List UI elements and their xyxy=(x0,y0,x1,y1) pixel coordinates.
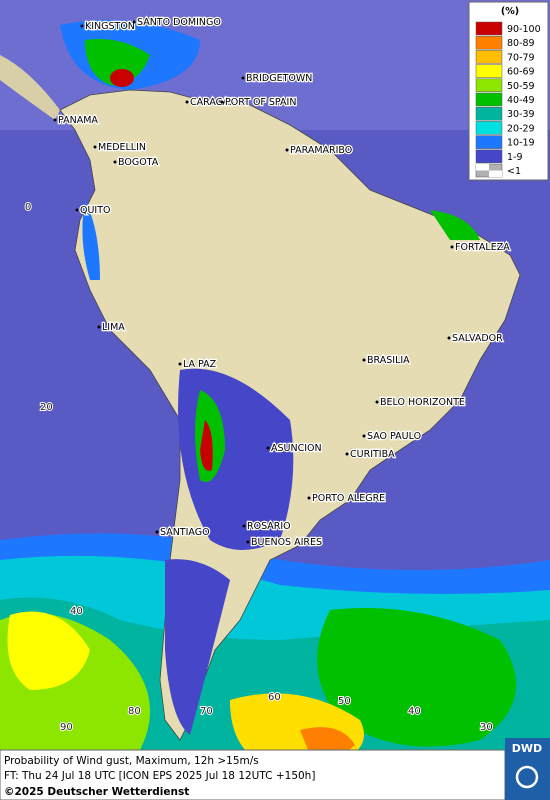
legend-label: 10-19 xyxy=(507,138,535,149)
city-dot xyxy=(132,20,136,24)
city-dot xyxy=(246,540,250,544)
legend-label: 90-100 xyxy=(507,24,541,35)
legend-unit: (%) xyxy=(501,6,519,17)
legend-swatch xyxy=(475,21,503,36)
city-dot xyxy=(220,100,224,104)
city-label: BRIDGETOWN xyxy=(246,73,312,84)
city-label: SALVADOR xyxy=(452,333,503,344)
city-label: PARAMARIBO xyxy=(290,145,352,156)
footer-line: FT: Thu 24 Jul 18 UTC [ICON EPS 2025 Jul… xyxy=(4,770,315,782)
patch-orange xyxy=(300,727,355,757)
legend-label: 1-9 xyxy=(507,152,523,163)
city-label: LIMA xyxy=(102,322,125,333)
legend-label: <1 xyxy=(507,166,521,177)
city-label: SANTIAGO xyxy=(160,527,210,538)
legend-label: 30-39 xyxy=(507,109,535,120)
grid-label: 40 xyxy=(70,606,83,617)
city-label: PORTO ALEGRE xyxy=(312,493,385,504)
city-label: PORT OF SPAIN xyxy=(225,97,296,108)
city-label: LA PAZ xyxy=(183,359,217,370)
city-dot xyxy=(185,100,189,104)
city-label: BUENOS AIRES xyxy=(251,537,322,548)
legend-label: 40-49 xyxy=(507,95,535,106)
legend-label: 20-29 xyxy=(507,123,535,134)
footer-line: ©2025 Deutscher Wetterdienst xyxy=(4,786,189,798)
city-label: QUITO xyxy=(80,205,111,216)
legend-label: 70-79 xyxy=(507,52,535,63)
city-dot xyxy=(307,496,311,500)
precip-andes-red xyxy=(200,420,213,471)
precip-patagonia xyxy=(165,559,230,735)
logo-text: DWD xyxy=(512,742,542,755)
footer-box xyxy=(0,749,506,800)
city-dot xyxy=(285,148,289,152)
city-dot xyxy=(362,358,366,362)
grid-label: 80 xyxy=(128,706,141,717)
city-label: ASUNCION xyxy=(271,443,322,454)
city-label: CURITIBA xyxy=(350,449,395,460)
city-label: KINGSTON xyxy=(85,21,135,32)
carib-green xyxy=(85,39,150,85)
legend-swatch xyxy=(475,121,503,135)
central-america xyxy=(0,55,60,120)
legend-swatch xyxy=(475,92,503,107)
logo-swirl xyxy=(515,765,539,789)
grid-label: 70 xyxy=(200,706,213,717)
legend-label: 60-69 xyxy=(507,67,535,78)
legend-check xyxy=(489,170,502,177)
legend-swatch xyxy=(475,50,503,64)
carib-red xyxy=(110,69,134,87)
grid-label: 30 xyxy=(480,722,493,733)
city-dot xyxy=(113,160,117,164)
city-label: ROSARIO xyxy=(247,521,291,532)
legend-label: 50-59 xyxy=(507,81,535,92)
grid-label: 50 xyxy=(338,696,351,707)
city-label: SANTO DOMINGO xyxy=(137,17,221,28)
city-dot xyxy=(80,24,84,28)
legend-swatch xyxy=(475,78,503,93)
city-dot xyxy=(97,325,101,329)
precip-ecuador xyxy=(82,200,100,280)
city-label: SAO PAULO xyxy=(367,431,421,442)
city-label: PANAMA xyxy=(58,115,98,126)
grid-label: 60 xyxy=(268,692,281,703)
city-dot xyxy=(93,145,97,149)
grid-label: 20 xyxy=(40,402,53,413)
city-dot xyxy=(447,336,451,340)
city-label: BRASILIA xyxy=(367,355,410,366)
city-dot xyxy=(178,362,182,366)
city-dot xyxy=(242,524,246,528)
logo-box xyxy=(505,738,550,800)
city-dot xyxy=(345,452,349,456)
grid-label: 40 xyxy=(408,706,421,717)
city-dot xyxy=(53,118,57,122)
city-dot xyxy=(155,530,159,534)
city-dot xyxy=(241,76,245,80)
city-dot xyxy=(75,208,79,212)
city-label: CARACAS xyxy=(190,97,235,108)
patch-green2 xyxy=(317,608,516,747)
legend-swatch xyxy=(475,135,503,149)
legend-label: 80-89 xyxy=(507,38,535,49)
city-dot xyxy=(362,434,366,438)
city-dot xyxy=(450,245,454,249)
patch-yellow xyxy=(7,611,90,690)
city-label: FORTALEZA xyxy=(455,242,510,253)
legend-swatch xyxy=(475,64,503,78)
city-label: BOGOTA xyxy=(118,157,159,168)
footer-line: Probability of Wind gust, Maximum, 12h >… xyxy=(4,755,259,767)
legend-swatch xyxy=(475,149,503,164)
grid-label: 0 xyxy=(25,202,31,213)
grid-label: 90 xyxy=(60,722,73,733)
city-dot xyxy=(375,400,379,404)
city-dot xyxy=(266,446,270,450)
city-label: BELO HORIZONTE xyxy=(380,397,465,408)
city-label: MEDELLIN xyxy=(98,142,146,153)
legend-swatch xyxy=(475,35,503,50)
precip-fortaleza xyxy=(430,210,480,240)
legend-check xyxy=(476,164,489,171)
legend-swatch xyxy=(475,106,503,121)
